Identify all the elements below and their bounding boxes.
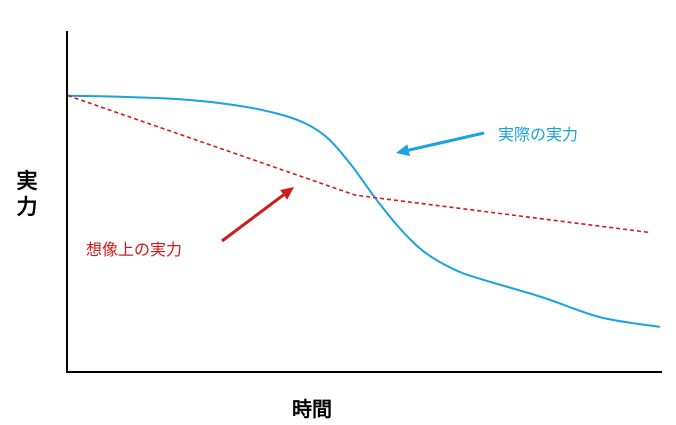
y-axis-label-char: 実: [16, 169, 38, 193]
annotation-arrow-actual: [396, 131, 485, 156]
annotation-arrow-imagined: [221, 187, 294, 243]
x-axis-label: 時間: [292, 397, 332, 421]
y-axis-label-char: 力: [16, 195, 38, 219]
series-line-imagined: [67, 94, 649, 234]
arrow-layer: [221, 131, 485, 243]
y-axis-label: 実 力: [14, 168, 40, 220]
series-line-actual: [67, 94, 661, 328]
annotation-imagined-ability: 想像上の実力: [86, 240, 183, 259]
annotation-actual-ability: 実際の実力: [498, 125, 579, 144]
series-layer: [67, 94, 661, 328]
